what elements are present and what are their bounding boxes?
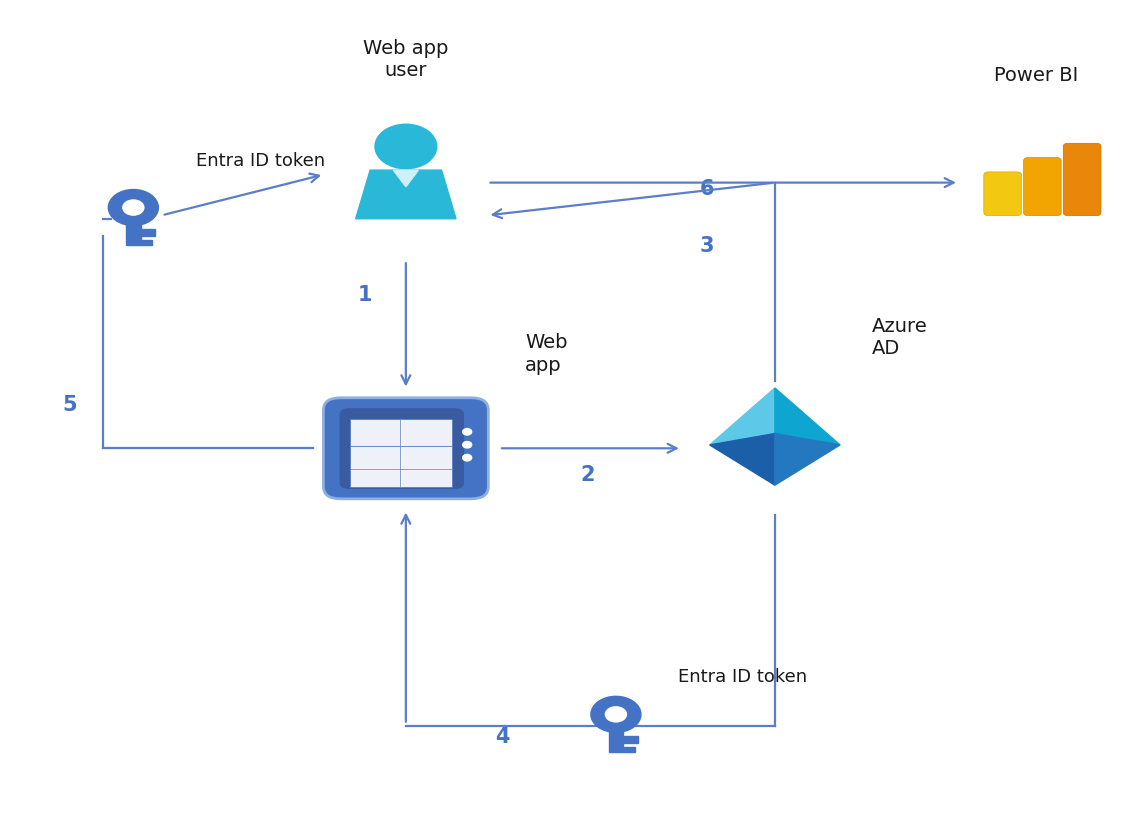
Circle shape [375, 124, 437, 169]
Text: 3: 3 [699, 236, 714, 256]
FancyBboxPatch shape [323, 398, 488, 499]
FancyBboxPatch shape [350, 446, 402, 470]
Bar [608, 717, 623, 752]
Polygon shape [710, 388, 775, 445]
Text: 6: 6 [699, 179, 714, 199]
Circle shape [123, 200, 144, 215]
FancyBboxPatch shape [1063, 143, 1101, 216]
Polygon shape [394, 170, 419, 187]
FancyBboxPatch shape [350, 419, 402, 446]
Bar [623, 746, 634, 752]
Text: Entra ID token: Entra ID token [679, 668, 808, 686]
Polygon shape [710, 434, 775, 485]
Circle shape [108, 189, 159, 226]
Circle shape [606, 707, 626, 722]
Text: 2: 2 [581, 465, 594, 485]
FancyBboxPatch shape [350, 469, 402, 487]
FancyBboxPatch shape [400, 419, 452, 446]
Polygon shape [775, 434, 840, 485]
FancyBboxPatch shape [340, 408, 464, 489]
Bar [140, 229, 155, 236]
Bar [623, 736, 638, 743]
Text: Web
app: Web app [525, 333, 567, 374]
Text: Entra ID token: Entra ID token [196, 151, 325, 170]
FancyBboxPatch shape [400, 446, 452, 470]
Text: Web app
user: Web app user [363, 39, 448, 81]
Text: Power BI: Power BI [994, 66, 1078, 85]
Text: 5: 5 [62, 396, 76, 416]
Circle shape [591, 696, 641, 732]
FancyBboxPatch shape [1023, 157, 1061, 216]
FancyBboxPatch shape [984, 172, 1021, 216]
Polygon shape [356, 170, 456, 219]
Circle shape [463, 454, 471, 461]
FancyBboxPatch shape [400, 469, 452, 487]
Bar [140, 239, 152, 245]
Text: 1: 1 [357, 285, 372, 305]
Polygon shape [775, 388, 840, 445]
Circle shape [463, 429, 471, 435]
Bar [127, 210, 140, 245]
Circle shape [463, 441, 471, 448]
Text: Azure
AD: Azure AD [872, 317, 928, 358]
Text: 4: 4 [495, 727, 510, 746]
